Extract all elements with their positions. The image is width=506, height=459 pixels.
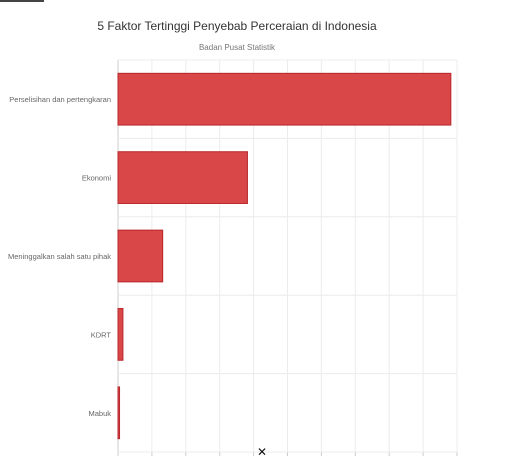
category-label-3: KDRT [91,330,112,339]
category-labels: Perselisihan dan pertengkaran Ekonomi Meni… [8,95,111,418]
category-label-4: Mabuk [88,409,111,418]
chart-title: 5 Faktor Tertinggi Penyebab Perceraian d… [97,19,377,33]
bar-1[interactable] [117,151,248,204]
bar-4[interactable] [117,386,121,440]
top-rule [0,0,44,2]
category-label-1: Ekonomi [82,174,112,183]
bar-3[interactable] [117,308,124,361]
mouse-cursor-icon: ✕ [257,445,268,459]
chart-subtitle: Badan Pusat Statistik [198,43,276,52]
category-label-0: Perselisihan dan pertengkaran [9,95,111,104]
category-label-2: Meninggalkan salah satu pihak [8,252,111,261]
bar-0[interactable] [117,72,452,126]
bars [117,72,452,440]
bar-2[interactable] [117,229,164,283]
